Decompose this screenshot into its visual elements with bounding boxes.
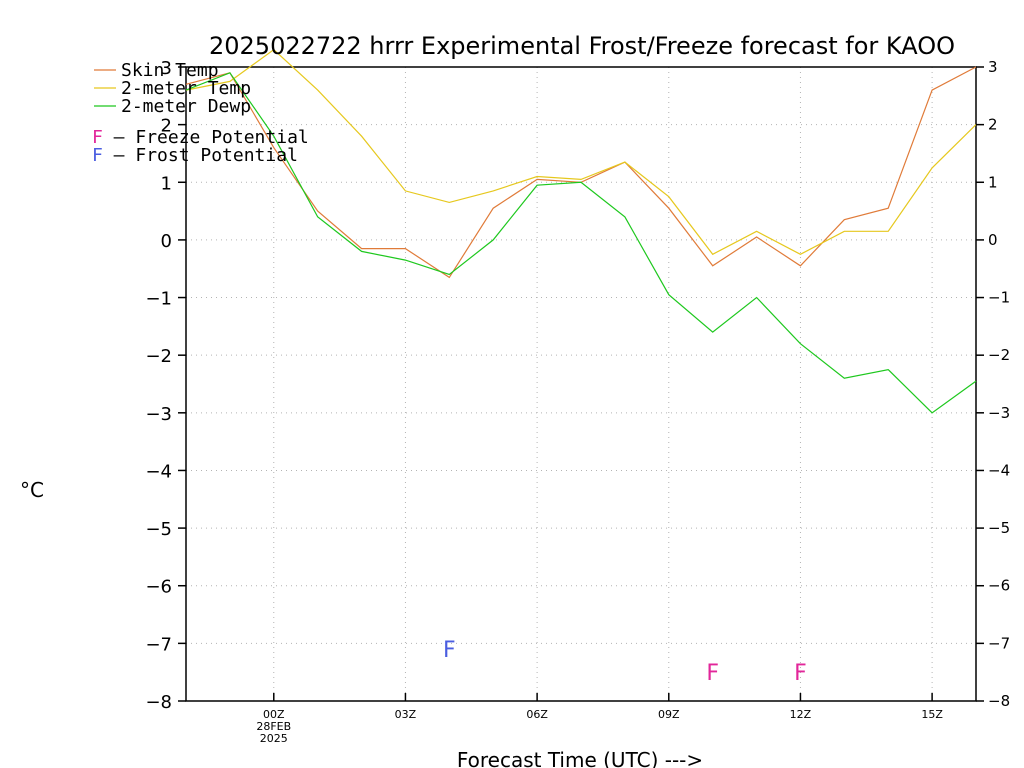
- series-line-skin-temp: [185, 66, 977, 279]
- y-tick-label-right: 2: [988, 116, 998, 134]
- chart-title: 2025022722 hrrr Experimental Frost/Freez…: [209, 32, 955, 60]
- y-tick-label-right: −3: [988, 404, 1010, 422]
- legend-potential-entry: F – Freeze Potential: [92, 127, 309, 148]
- y-tick-label-right: −2: [988, 346, 1010, 364]
- x-tick-label: 09Z: [658, 708, 680, 721]
- legend-entry-label: 2-meter Temp: [121, 78, 251, 99]
- y-tick-label-left: −6: [145, 577, 172, 598]
- freeze-potential-marker: F: [706, 661, 719, 686]
- x-tick-label: 06Z: [526, 708, 548, 721]
- legend-potential-label: – Freeze Potential: [103, 127, 309, 148]
- y-tick-label-left: −2: [145, 346, 172, 367]
- legend-entry-label: 2-meter Dewp: [121, 96, 251, 117]
- grid-layer: [186, 67, 976, 701]
- x-tick-label: 15Z: [921, 708, 943, 721]
- legend-potential-label: – Frost Potential: [103, 145, 298, 166]
- legend-entry-label: Skin Temp: [121, 60, 219, 81]
- x-axis-label: Forecast Time (UTC) --->: [457, 748, 703, 768]
- legend-potential-entry: F – Frost Potential: [92, 145, 298, 166]
- y-tick-label-left: −4: [145, 461, 172, 482]
- x-tick-label: 00Z: [263, 708, 285, 721]
- y-tick-label-left: −8: [145, 692, 172, 713]
- y-tick-label-left: 3: [161, 58, 172, 79]
- plot-frame: [185, 66, 977, 702]
- legend-potential-marker: F: [92, 145, 103, 166]
- ticks-layer: 3 3 2 2 1 1 0 0 −1 −1 −2 −2 −3 −3 −4 −4 −5 −5 −6 −6 −7 −7 −8 −8…: [145, 58, 1010, 745]
- y-tick-label-left: −7: [145, 634, 172, 655]
- annotation-layer: FF F: [443, 638, 807, 686]
- y-tick-label-left: −3: [145, 404, 172, 425]
- x-tick-label: 12Z: [790, 708, 812, 721]
- x-tick-label: 2025: [260, 732, 288, 745]
- y-tick-label-right: 3: [988, 58, 998, 76]
- y-tick-label-left: 1: [161, 173, 172, 194]
- series-line-2-meter-dewp: [185, 72, 977, 414]
- y-axis-unit-label: °C: [20, 478, 44, 502]
- x-tick-label: 03Z: [395, 708, 417, 721]
- freeze-potential-marker: F: [794, 661, 807, 686]
- y-tick-label-right: −5: [988, 519, 1010, 537]
- series-layer: [185, 48, 977, 414]
- y-tick-label-right: −1: [988, 289, 1010, 307]
- y-tick-label-left: −1: [145, 289, 172, 310]
- series-line-2-meter-temp: [185, 48, 977, 256]
- y-tick-label-right: 0: [988, 231, 998, 249]
- legend-potential-marker: F: [92, 127, 103, 148]
- y-tick-label-left: 0: [161, 231, 172, 252]
- frost-potential-marker: F: [443, 638, 456, 663]
- y-tick-label-right: 1: [988, 173, 998, 191]
- y-tick-label-right: −8: [988, 692, 1010, 710]
- y-tick-label-right: −7: [988, 634, 1010, 652]
- y-tick-label-left: −5: [145, 519, 172, 540]
- x-tick-label: 28FEB: [256, 720, 291, 733]
- y-tick-label-right: −4: [988, 461, 1010, 479]
- y-tick-label-right: −6: [988, 577, 1010, 595]
- y-tick-label-left: 2: [161, 116, 172, 137]
